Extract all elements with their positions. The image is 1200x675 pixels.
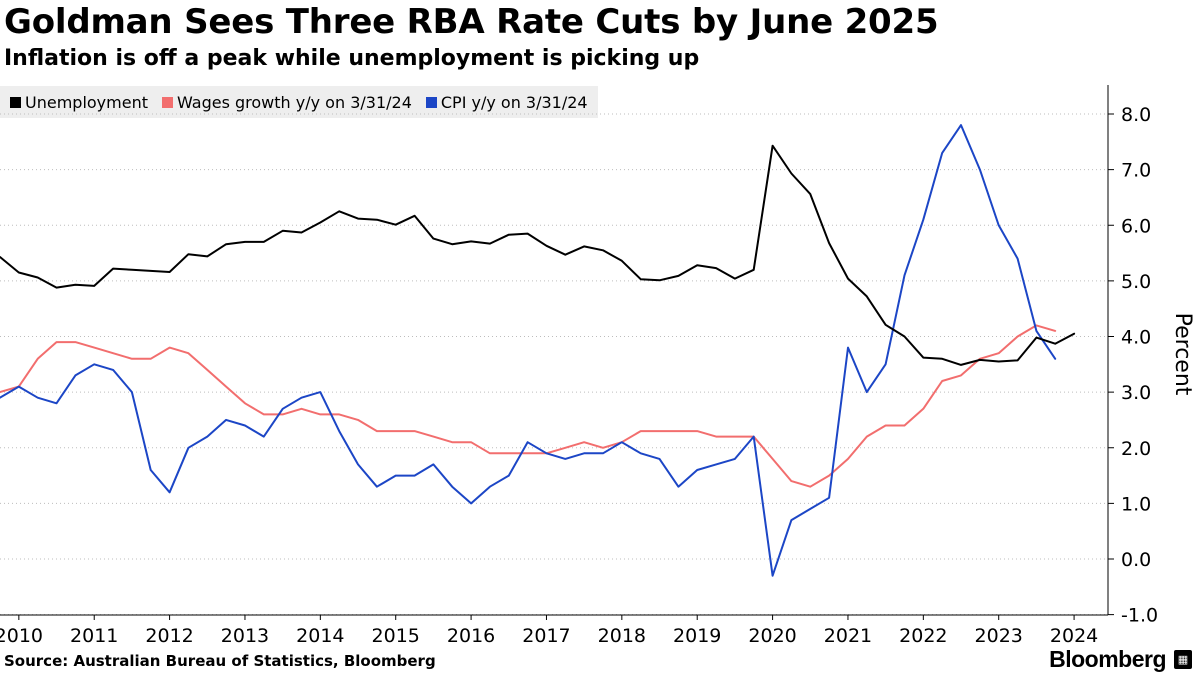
y-tick-label: 4.0 (1121, 327, 1151, 349)
x-tick-label: 2019 (673, 625, 721, 647)
x-tick-label: 2011 (70, 625, 118, 647)
y-tick-label: 6.0 (1121, 215, 1151, 237)
bloomberg-terminal-icon: ▦ (1174, 650, 1192, 669)
source-note: Source: Australian Bureau of Statistics,… (4, 652, 436, 670)
x-tick-label: 2018 (598, 625, 646, 647)
wages-growth-line (0, 324, 1057, 488)
x-tick-label: 2010 (0, 625, 43, 647)
x-tick-label: 2022 (899, 625, 947, 647)
x-tick-label: 2016 (447, 625, 495, 647)
legend-label-cpi: CPI y/y on 3/31/24 (440, 92, 588, 112)
x-tick-label: 2014 (296, 625, 344, 647)
chart-subtitle: Inflation is off a peak while unemployme… (4, 46, 700, 71)
y-tick-label: 2.0 (1121, 438, 1151, 460)
x-tick-label: 2023 (975, 625, 1023, 647)
y-tick-label: -1.0 (1121, 605, 1158, 627)
legend-swatch-wages (161, 96, 173, 108)
x-tick-label: 2020 (748, 625, 796, 647)
legend-swatch-cpi (425, 96, 437, 108)
legend-item-unemployment: Unemployment (10, 93, 148, 112)
legend-item-wages: Wages growth y/y on 3/31/24 (161, 92, 412, 112)
chart-legend: Unemployment Wages growth y/y on 3/31/24… (0, 86, 598, 118)
y-tick-label: 5.0 (1121, 271, 1151, 293)
x-tick-label: 2013 (221, 625, 269, 647)
y-tick-label: 8.0 (1121, 104, 1151, 126)
x-tick-label: 2017 (522, 625, 570, 647)
chart-title: Goldman Sees Three RBA Rate Cuts by June… (4, 2, 939, 42)
x-tick-label: 2024 (1050, 625, 1098, 647)
y-tick-label: 3.0 (1121, 382, 1151, 404)
legend-item-cpi: CPI y/y on 3/31/24 (425, 92, 588, 112)
y-axis-title: Percent (1170, 313, 1195, 396)
y-tick-label: 0.0 (1121, 549, 1151, 571)
x-tick-label: 2012 (145, 625, 193, 647)
legend-swatch-unemployment (10, 96, 21, 108)
y-tick-label: 1.0 (1121, 493, 1151, 515)
x-tick-label: 2015 (372, 625, 420, 647)
legend-label-unemployment: Unemployment (25, 92, 148, 112)
unemployment-line (0, 144, 1076, 366)
bloomberg-logo: Bloomberg (1049, 646, 1166, 672)
y-tick-label: 7.0 (1121, 160, 1151, 182)
cpi-line (0, 124, 1057, 577)
legend-label-wages: Wages growth y/y on 3/31/24 (176, 92, 412, 112)
x-tick-label: 2021 (824, 625, 872, 647)
